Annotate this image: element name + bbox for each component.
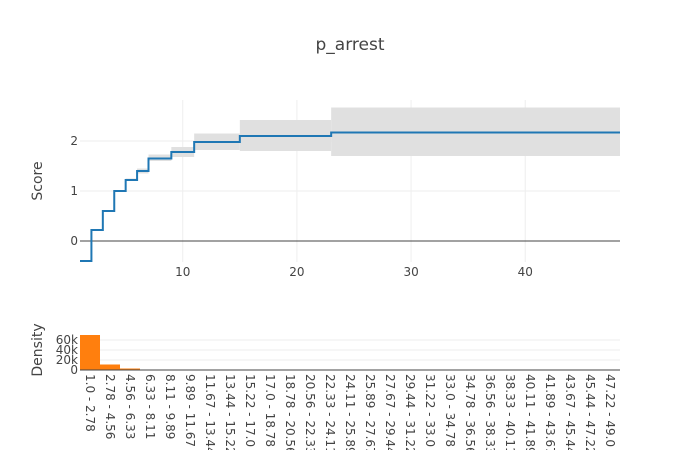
density-x-tick-label: 17.0 - 18.78 [263,374,277,447]
density-x-tick-label: 15.22 - 17.0 [243,374,257,447]
density-x-tick-label: 20.56 - 22.33 [303,374,317,450]
score-x-tick-label: 40 [518,265,533,279]
score-x-tick-label: 20 [289,265,304,279]
density-x-tick-label: 24.11 - 25.89 [343,374,357,450]
density-x-tick-label: 36.56 - 38.33 [483,374,497,450]
chart-title: p_arrest [316,35,385,55]
density-x-tick-label: 22.33 - 24.11 [323,374,337,450]
density-x-tick-label: 31.22 - 33.0 [423,374,437,447]
density-gridlines [80,340,620,360]
density-x-tick-label: 4.56 - 6.33 [123,374,137,439]
score-x-tick-label: 30 [403,265,418,279]
density-x-tick-label: 18.78 - 20.56 [283,374,297,450]
density-x-tick-label: 1.0 - 2.78 [83,374,97,432]
density-x-tick-label: 13.44 - 15.22 [223,374,237,450]
density-x-tick-label: 8.11 - 9.89 [163,374,177,439]
density-x-tick-label: 41.89 - 43.67 [543,374,557,450]
score-confidence-band [126,108,620,182]
density-x-tick-label: 29.44 - 31.22 [403,374,417,450]
density-x-tick-label: 45.44 - 47.22 [583,374,597,450]
density-bar [80,335,100,370]
density-x-tick-label: 47.22 - 49.0 [603,374,617,447]
score-panel: p_arrest Score 10 20 30 40 0 1 2 [30,35,620,279]
y-axis-label-score: Score [30,161,46,200]
score-y-tick-label: 0 [70,234,78,248]
density-x-tick-label: 43.67 - 45.44 [563,374,577,450]
score-x-tick-labels: 10 20 30 40 [175,265,533,279]
score-y-tick-label: 1 [70,184,78,198]
score-x-tick-label: 10 [175,265,190,279]
density-x-tick-label: 9.89 - 11.67 [183,374,197,447]
density-bar [100,365,120,371]
score-y-tick-label: 2 [70,134,78,148]
density-x-tick-label: 33.0 - 34.78 [443,374,457,447]
density-x-tick-label: 25.89 - 27.67 [363,374,377,450]
density-x-tick-label: 34.78 - 36.56 [463,374,477,450]
density-x-tick-label: 6.33 - 8.11 [143,374,157,439]
density-x-tick-label: 38.33 - 40.11 [503,374,517,450]
y-axis-label-density: Density [30,323,46,376]
density-x-tick-label: 2.78 - 4.56 [103,374,117,439]
score-y-tick-labels: 0 1 2 [70,134,78,248]
density-x-tick-label: 11.67 - 13.44 [203,374,217,450]
density-y-tick-label: 60k [56,333,78,347]
density-x-tick-labels: 1.0 - 2.78 2.78 - 4.56 4.56 - 6.33 6.33 - 8… [83,374,617,450]
density-x-tick-label: 40.11 - 41.89 [523,374,537,450]
density-x-tick-label: 27.67 - 29.44 [383,374,397,450]
